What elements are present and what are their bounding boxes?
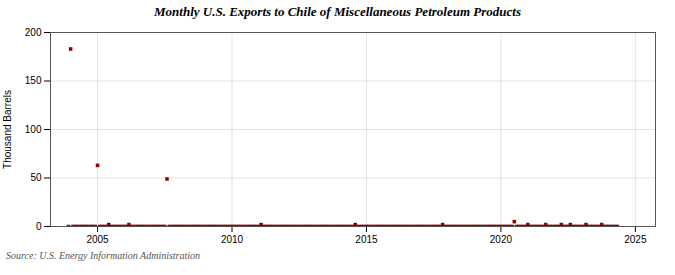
svg-text:2015: 2015 [355,234,378,245]
html-text:Monthly U.S. Exports to Chile: Monthly U.S. Exports to Chile of Miscell… [154,4,521,19]
svg-text:2020: 2020 [490,234,513,245]
svg-text:200: 200 [25,27,42,38]
html-text:Source: U.S. Energy Informatio: Source: U.S. Energy Information Administ… [6,250,201,261]
svg-text:2010: 2010 [221,234,244,245]
svg-text:0: 0 [36,221,42,232]
svg-text:150: 150 [25,75,42,86]
svg-text:50: 50 [30,172,42,183]
svg-text:2025: 2025 [624,234,647,245]
svg-text:2005: 2005 [86,234,109,245]
svg-text:100: 100 [25,124,42,135]
svg-text:Thousand Barrels: Thousand Barrels [2,90,13,169]
